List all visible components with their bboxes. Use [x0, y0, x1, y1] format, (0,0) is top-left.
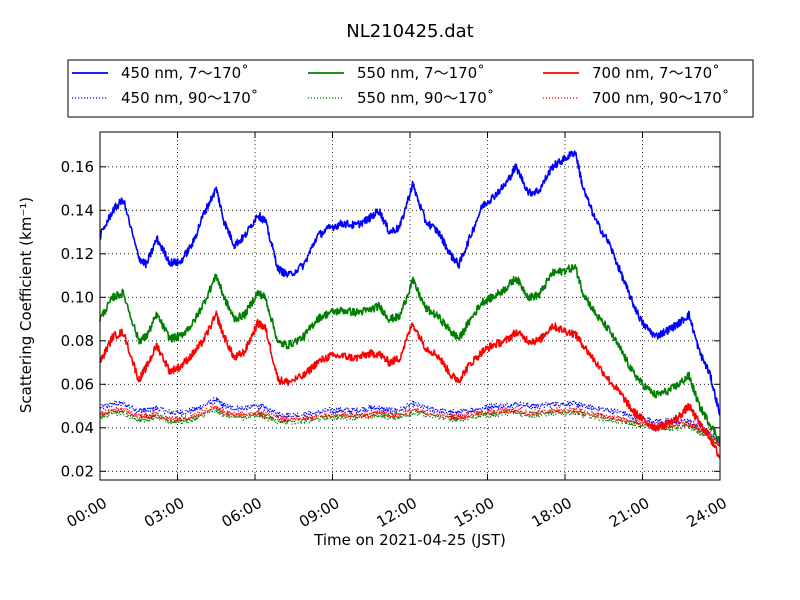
- plot-area: 00:00 03:00 06:00 09:00 12:00 15:00 18:00 21:00…: [61, 131, 730, 531]
- legend-label: 450 nm, 90～170˚: [121, 89, 258, 107]
- ticks: [99, 132, 721, 480]
- y-tick-label: 0.12: [61, 245, 94, 263]
- y-tick-label: 0.14: [61, 201, 94, 219]
- series-line: [99, 396, 721, 446]
- y-tick-label: 0.10: [61, 288, 94, 306]
- y-tick-label: 0.06: [61, 375, 94, 393]
- series-line: [99, 150, 721, 416]
- y-tick-label: 0.02: [61, 462, 94, 480]
- legend-label: 700 nm, 7～170˚: [592, 64, 720, 82]
- legend: 450 nm, 7～170˚ 550 nm, 7～170˚ 700 nm, 7～17…: [67, 59, 754, 118]
- y-tick-label: 0.08: [61, 332, 94, 350]
- legend-label: 550 nm, 7～170˚: [357, 64, 485, 82]
- series-layer: [99, 150, 721, 459]
- x-axis-title: Time on 2021-04-25 (JST): [313, 531, 506, 549]
- legend-label: 550 nm, 90～170˚: [357, 89, 494, 107]
- legend-label: 450 nm, 7～170˚: [121, 64, 249, 82]
- series-line: [99, 263, 721, 444]
- series-line: [99, 310, 721, 459]
- y-tick-labels: 0.02 0.04 0.06 0.08 0.10 0.12 0.14 0.16: [61, 158, 94, 480]
- y-tick-label: 0.16: [61, 158, 94, 176]
- series-line: [99, 407, 721, 448]
- y-axis-title: Scattering Coefficient (km⁻¹): [17, 197, 35, 413]
- legend-label: 700 nm, 90～170˚: [592, 89, 729, 107]
- series-line: [99, 404, 721, 447]
- chart-title: NL210425.dat: [346, 21, 473, 42]
- y-tick-label: 0.04: [61, 419, 94, 437]
- legend-box: [67, 59, 754, 118]
